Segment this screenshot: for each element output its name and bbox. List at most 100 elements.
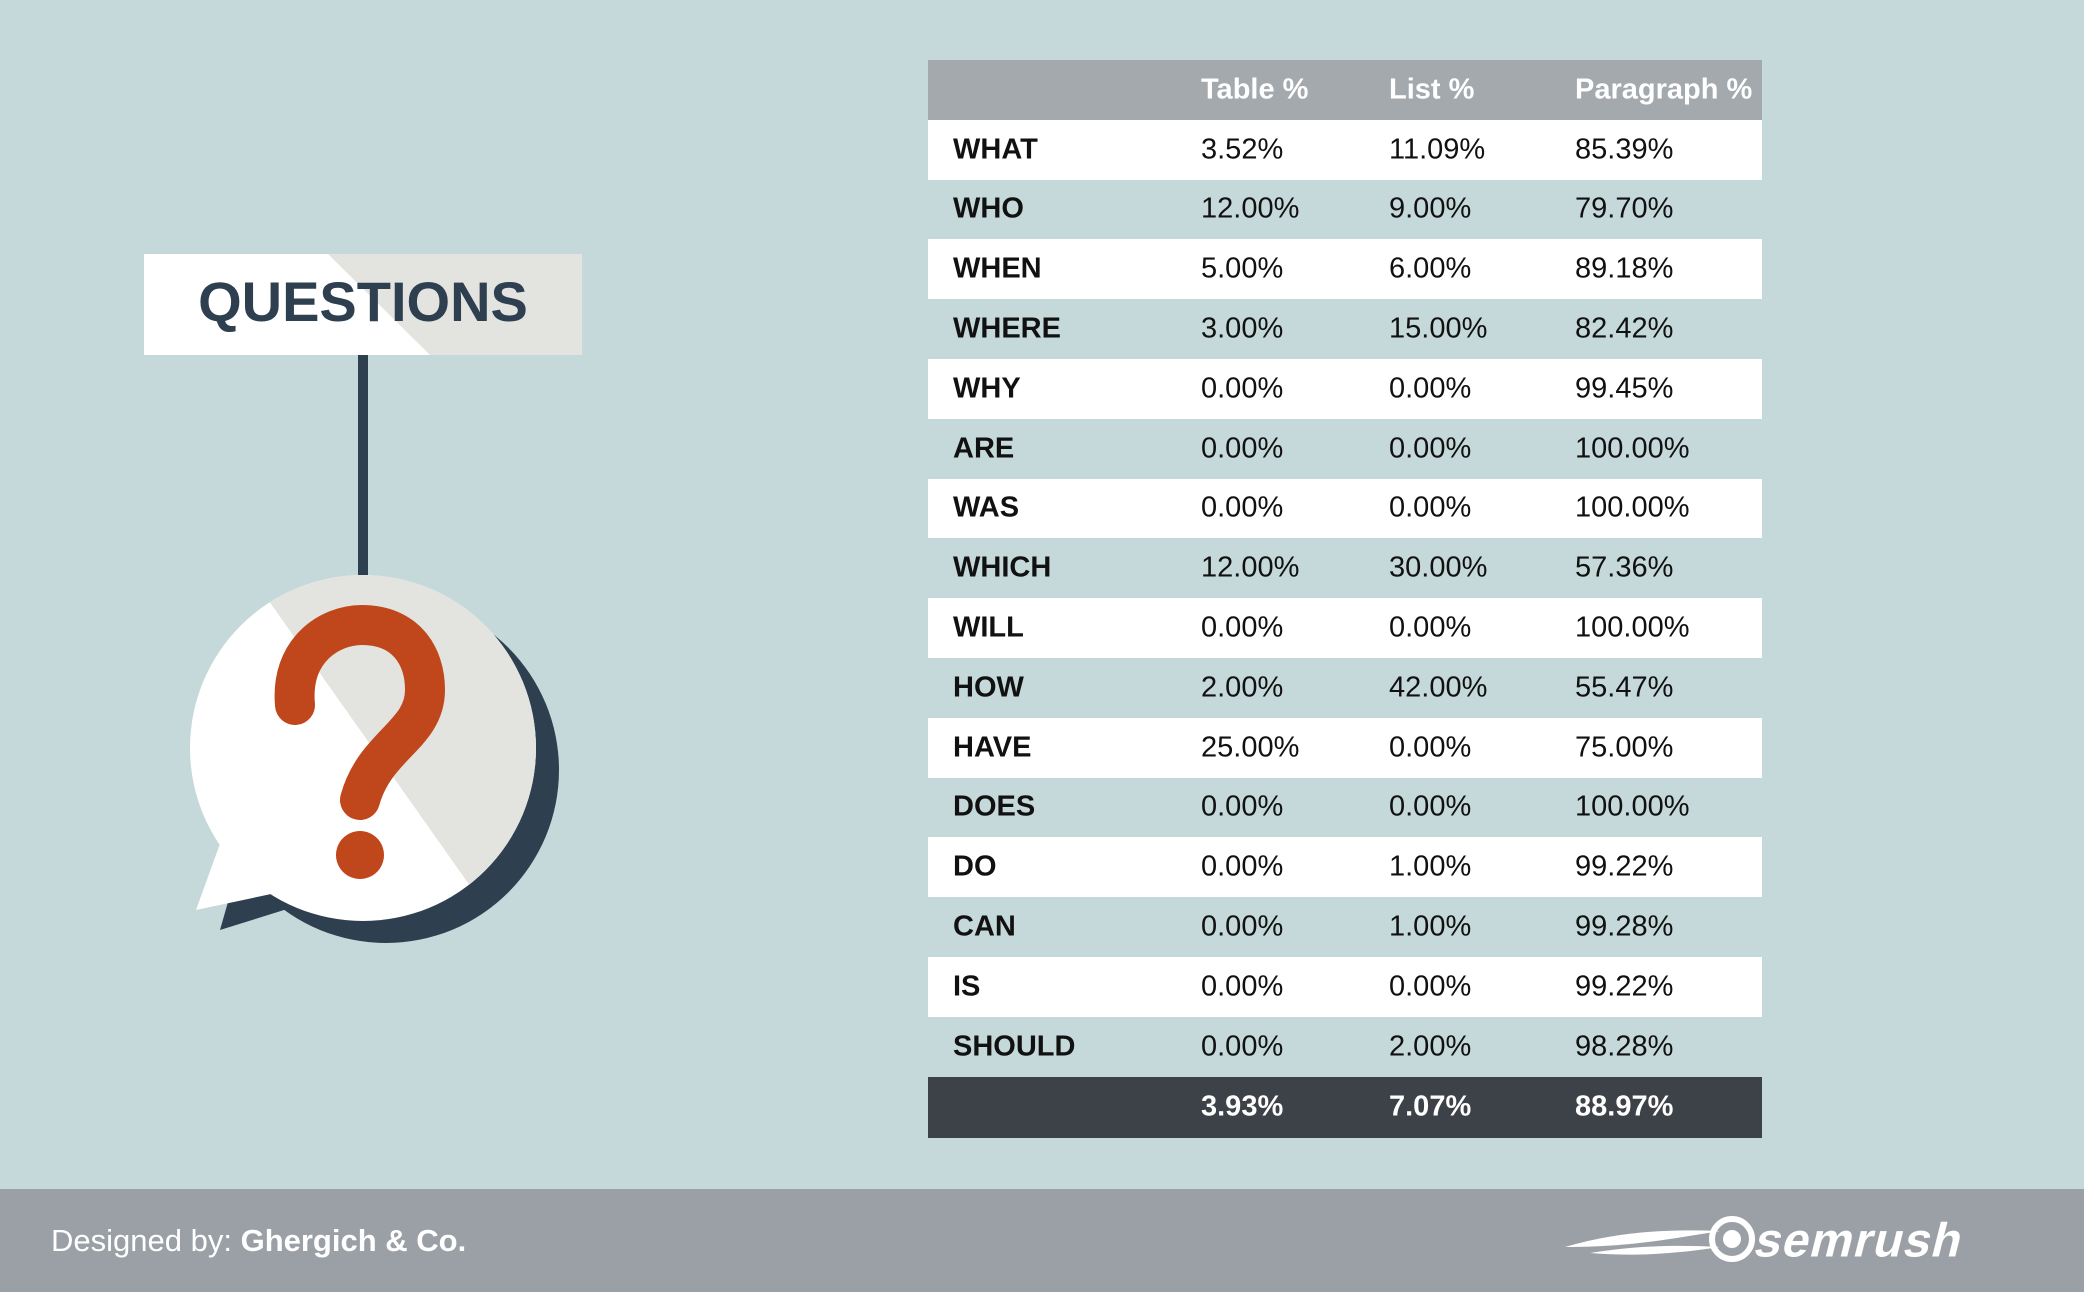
cell: 12.00% xyxy=(1201,192,1300,225)
cell: 6.00% xyxy=(1389,252,1472,285)
header-row: Table % List % Paragraph % xyxy=(928,60,1762,120)
cell: 99.45% xyxy=(1575,372,1674,405)
row-label: WHEN xyxy=(953,252,1042,285)
cell: 0.00% xyxy=(1389,970,1472,1003)
footer: Designed by: Ghergich & Co. semrush xyxy=(0,1189,2084,1292)
row-label: WHAT xyxy=(953,133,1038,166)
cell: 100.00% xyxy=(1575,790,1690,823)
cell: 30.00% xyxy=(1389,551,1488,584)
table-row: WHERE 3.00% 15.00% 82.42% xyxy=(928,299,1762,359)
cell: 0.00% xyxy=(1201,372,1284,405)
cell: 99.22% xyxy=(1575,850,1674,883)
cell: 0.00% xyxy=(1201,790,1284,823)
question-dot xyxy=(336,831,384,879)
table-row: SHOULD 0.00% 2.00% 98.28% xyxy=(928,1017,1762,1077)
total-row: 3.93% 7.07% 88.97% xyxy=(928,1076,1762,1138)
cell: 1.00% xyxy=(1389,910,1472,943)
cell: 0.00% xyxy=(1201,1030,1284,1063)
cell: 15.00% xyxy=(1389,312,1488,345)
cell: 100.00% xyxy=(1575,611,1690,644)
row-label: WHY xyxy=(953,372,1021,405)
table-row: DOES 0.00% 0.00% 100.00% xyxy=(928,778,1762,838)
table-row: IS 0.00% 0.00% 99.22% xyxy=(928,956,1762,1017)
cell: 0.00% xyxy=(1201,491,1284,524)
total-cell: 3.93% xyxy=(1201,1090,1284,1123)
total-cell: 88.97% xyxy=(1575,1090,1674,1123)
table-row: WHY 0.00% 0.00% 99.45% xyxy=(928,358,1762,419)
row-label: WILL xyxy=(953,611,1024,644)
cell: 0.00% xyxy=(1389,432,1472,465)
cell: 9.00% xyxy=(1389,192,1472,225)
credit: Designed by: Ghergich & Co. xyxy=(51,1223,466,1259)
row-label: CAN xyxy=(953,910,1016,943)
header-cell: List % xyxy=(1389,73,1475,106)
brand: semrush xyxy=(1749,1214,1970,1267)
table-row: HOW 2.00% 42.00% 55.47% xyxy=(928,658,1762,718)
cell: 0.00% xyxy=(1389,372,1472,405)
table-row: WAS 0.00% 0.00% 100.00% xyxy=(928,478,1762,539)
cell: 0.00% xyxy=(1201,611,1284,644)
cell: 98.28% xyxy=(1575,1030,1674,1063)
credit-name: Ghergich & Co. xyxy=(240,1222,467,1258)
cell: 2.00% xyxy=(1389,1030,1472,1063)
cell: 25.00% xyxy=(1201,731,1300,764)
cell: 0.00% xyxy=(1201,432,1284,465)
cell: 0.00% xyxy=(1389,611,1472,644)
cell: 89.18% xyxy=(1575,252,1674,285)
row-label: WHERE xyxy=(953,312,1061,345)
cell: 2.00% xyxy=(1201,671,1284,704)
table-row: WHAT 3.52% 11.09% 85.39% xyxy=(928,119,1762,180)
cell: 11.09% xyxy=(1389,133,1486,166)
cell: 100.00% xyxy=(1575,432,1690,465)
table-row: ARE 0.00% 0.00% 100.00% xyxy=(928,419,1762,479)
table-row: WHEN 5.00% 6.00% 89.18% xyxy=(928,239,1762,300)
row-label: HOW xyxy=(953,671,1024,704)
cell: 100.00% xyxy=(1575,491,1690,524)
cell: 0.00% xyxy=(1201,970,1284,1003)
sign-shade xyxy=(328,254,582,355)
cell: 12.00% xyxy=(1201,551,1300,584)
cell: 3.00% xyxy=(1201,312,1284,345)
brand-icon xyxy=(1565,1216,1755,1262)
cell: 85.39% xyxy=(1575,133,1674,166)
table-row: HAVE 25.00% 0.00% 75.00% xyxy=(928,717,1762,778)
credit-label: Designed by: xyxy=(51,1222,232,1258)
row-label: DO xyxy=(953,850,997,883)
row-label: ARE xyxy=(953,432,1015,465)
pole xyxy=(358,355,368,577)
total-cell: 7.07% xyxy=(1389,1090,1472,1123)
header-cell: Paragraph % xyxy=(1575,73,1753,106)
cell: 55.47% xyxy=(1575,671,1674,704)
cell: 75.00% xyxy=(1575,731,1674,764)
cell: 5.00% xyxy=(1201,252,1284,285)
cell: 82.42% xyxy=(1575,312,1674,345)
table-row: WHO 12.00% 9.00% 79.70% xyxy=(928,180,1762,240)
table: Table % List % Paragraph % WHAT 3.52% 11.09% 8… xyxy=(928,60,1762,1138)
cell: 0.00% xyxy=(1201,910,1284,943)
row-label: DOES xyxy=(953,790,1036,823)
cell: 99.22% xyxy=(1575,970,1674,1003)
cell: 42.00% xyxy=(1389,671,1488,704)
row-label: IS xyxy=(953,970,981,1003)
table-row: WHICH 12.00% 30.00% 57.36% xyxy=(928,538,1762,598)
row-label: WHICH xyxy=(953,551,1052,584)
cell: 0.00% xyxy=(1389,491,1472,524)
table-row: WILL 0.00% 0.00% 100.00% xyxy=(928,598,1762,658)
row-label: SHOULD xyxy=(953,1030,1076,1063)
sign-title: QUESTIONS xyxy=(198,270,528,333)
cell: 57.36% xyxy=(1575,551,1674,584)
header-cell: Table % xyxy=(1201,73,1309,106)
row-label: WAS xyxy=(953,491,1020,524)
row-label: WHO xyxy=(953,192,1024,225)
cell: 0.00% xyxy=(1201,850,1284,883)
cell: 1.00% xyxy=(1389,850,1472,883)
question-mark xyxy=(274,604,446,820)
cell: 0.00% xyxy=(1389,731,1472,764)
row-label: HAVE xyxy=(953,731,1032,764)
table-row: CAN 0.00% 1.00% 99.28% xyxy=(928,897,1762,957)
cell: 3.52% xyxy=(1201,133,1284,166)
cell: 79.70% xyxy=(1575,192,1674,225)
cell: 99.28% xyxy=(1575,910,1674,943)
cell: 0.00% xyxy=(1389,790,1472,823)
